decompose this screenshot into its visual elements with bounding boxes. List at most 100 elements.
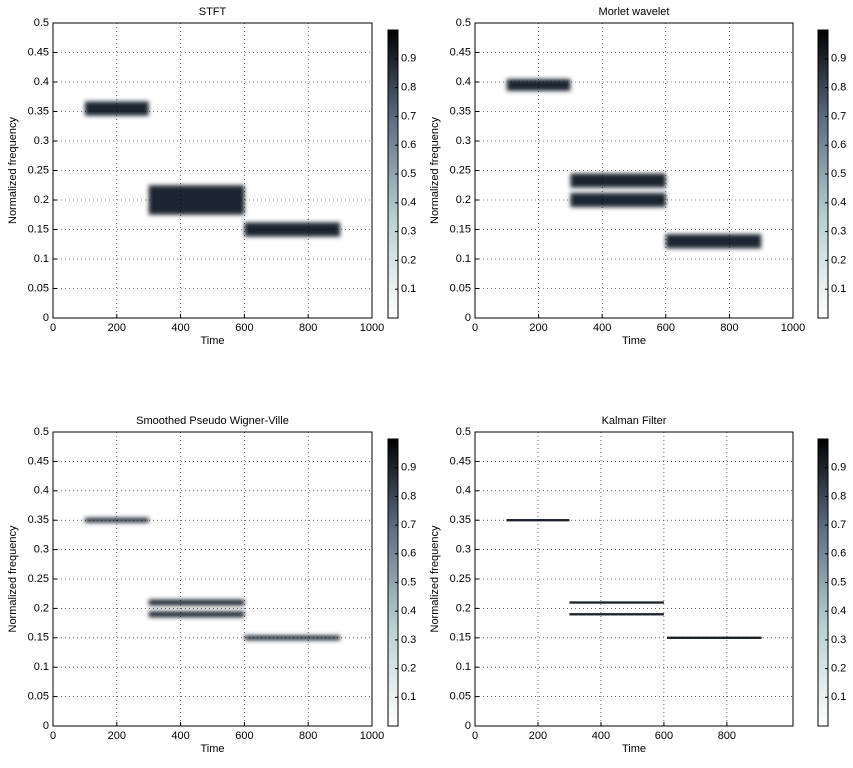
plot-area [53,23,372,318]
x-tick-label: 800 [299,730,317,742]
colorbar-tick-label: 0.8 [401,490,416,502]
colorbar-tick-label: 0.5 [831,576,846,588]
colorbar-tick-label: 0.2 [401,663,416,675]
chart-title: Smoothed Pseudo Wigner-Ville [136,415,289,427]
axes-frame [52,22,373,319]
y-tick-label: 0.15 [28,223,49,235]
y-tick-label: 0.4 [456,76,471,88]
y-tick-label: 0.1 [456,253,471,265]
track [84,101,149,116]
x-tick-label: 800 [718,730,736,742]
colorbar-tick-label: 0.6 [831,139,846,151]
colorbar-tick-label: 0.4 [831,605,846,617]
x-tick-label: 600 [657,322,675,334]
colorbar-tick-label: 0.3 [401,226,416,238]
colorbar-tick-label: 0.5 [401,576,416,588]
y-tick-label: 0.35 [28,105,49,117]
y-tick-label: 0.05 [28,691,49,703]
plot-area [475,432,793,726]
y-tick-label: 0.45 [28,455,49,467]
plot-area [53,432,372,726]
y-tick-label: 0.15 [450,632,471,644]
y-tick-label: 0 [43,312,49,324]
y-tick-label: 0.25 [28,573,49,585]
colorbar-tick-label: 0.4 [401,605,416,617]
x-axis-label: Time [200,335,224,347]
y-tick-label: 0.5 [456,17,471,29]
y-tick-label: 0.45 [28,46,49,58]
y-tick-label: 0.2 [456,194,471,206]
colorbar-tick-label: 0.3 [831,634,846,646]
x-tick-label: 1000 [360,730,384,742]
y-tick-label: 0.3 [456,135,471,147]
x-axis-label: Time [622,743,646,755]
colorbar-tick-label: 0.7 [831,110,846,122]
y-tick-label: 0.1 [34,253,49,265]
colorbar-tick-label: 0.1 [831,283,846,295]
track [244,635,341,641]
x-tick-label: 600 [235,730,253,742]
colorbar-tick-label: 0.2 [401,254,416,266]
track [569,613,664,616]
x-tick-label: 0 [472,730,478,742]
y-axis-label: Normalized frequency [7,117,19,224]
y-axis-label: Normalized frequency [429,117,441,224]
y-tick-label: 0.35 [28,514,49,526]
axes-frame [52,431,373,727]
y-tick-label: 0.3 [34,135,49,147]
colorbar-tick-label: 0.6 [401,139,416,151]
x-tick-label: 1000 [360,322,384,334]
x-tick-label: 600 [655,730,673,742]
y-tick-label: 0.45 [450,46,471,58]
colorbar-tick-label: 0.3 [831,226,846,238]
y-tick-label: 0.1 [34,661,49,673]
y-tick-label: 0.3 [456,544,471,556]
colorbar-tick-label: 0.7 [831,519,846,531]
track [506,79,571,91]
y-tick-label: 0 [465,312,471,324]
x-tick-label: 0 [472,322,478,334]
x-tick-label: 800 [720,322,738,334]
y-tick-label: 0.2 [34,602,49,614]
y-tick-label: 0.4 [34,76,49,88]
colorbar-tick-label: 0.8 [831,490,846,502]
x-axis-label: Time [200,743,224,755]
x-tick-label: 400 [171,322,189,334]
colorbar-tick-label: 0.3 [401,634,416,646]
x-tick-label: 600 [235,322,253,334]
y-tick-label: 0.4 [456,485,471,497]
y-tick-label: 0.5 [34,17,49,29]
x-tick-label: 200 [108,322,126,334]
y-tick-label: 0.45 [450,455,471,467]
colorbar-tick-label: 0.9 [401,462,416,474]
track [148,599,245,606]
colorbar-tick-label: 0.1 [831,691,846,703]
y-tick-label: 0 [465,720,471,732]
colorbar-tick-label: 0.6 [831,548,846,560]
plot-area [475,23,793,318]
track [665,234,762,249]
x-tick-label: 800 [299,322,317,334]
y-tick-label: 0.4 [34,485,49,497]
chart-title: Kalman Filter [602,415,667,427]
y-tick-label: 0.5 [456,426,471,438]
axes-frame [474,431,794,727]
y-tick-label: 0.1 [456,661,471,673]
y-tick-label: 0 [43,720,49,732]
chart-title: STFT [199,6,227,18]
x-tick-label: 200 [108,730,126,742]
colorbar-tick-label: 0.7 [401,110,416,122]
colorbar-tick-label: 0.4 [831,197,846,209]
y-tick-label: 0.35 [450,514,471,526]
colorbar-tick-label: 0.9 [831,53,846,65]
chart-title: Morlet wavelet [599,6,670,18]
axes-frame [474,22,794,319]
colorbar-tick-label: 0.1 [401,691,416,703]
colorbar-tick-label: 0.8 [401,82,416,94]
track [148,185,245,215]
y-tick-label: 0.05 [28,282,49,294]
y-axis-label: Normalized frequency [429,525,441,632]
track [244,222,341,237]
x-tick-label: 0 [50,730,56,742]
